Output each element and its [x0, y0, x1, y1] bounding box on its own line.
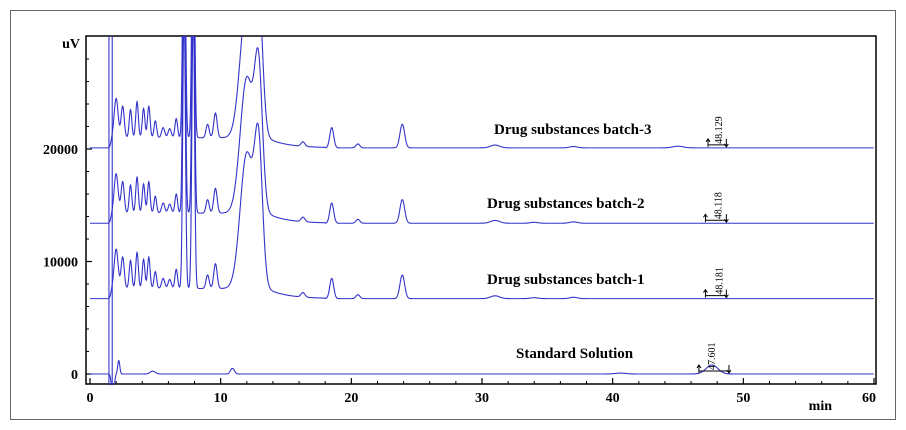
x-tick-label: 40	[606, 391, 620, 406]
integration-start-arrow	[696, 364, 702, 373]
series-label-text: Drug substances batch-1	[487, 272, 645, 288]
integration-start-arrow	[705, 137, 711, 147]
trace-line	[90, 359, 874, 384]
peak-retention-label: 47.601	[707, 343, 718, 371]
x-tick-label: 30	[475, 391, 489, 406]
x-tick-label: 10	[214, 391, 228, 406]
series-label-text: Drug substances batch-2	[487, 196, 645, 212]
series-label-text: Drug substances batch-3	[494, 122, 652, 138]
chart-frame	[10, 10, 896, 420]
x-axis-label: min	[809, 399, 833, 414]
integration-start-arrow	[703, 213, 708, 223]
integration-end-arrow	[723, 289, 729, 299]
y-tick-label: 20000	[43, 143, 78, 158]
x-tick-label: 20	[344, 391, 358, 406]
peak-retention-label: 48.118	[714, 192, 725, 219]
chromatogram-traces	[90, 36, 874, 386]
x-tick-label: 0	[87, 391, 94, 406]
y-axis-ticks: 0 10000 20000	[43, 58, 92, 383]
x-tick-label: 60	[862, 391, 876, 406]
y-tick-label: 10000	[43, 256, 78, 271]
trace-line	[90, 36, 874, 300]
x-axis-ticks: 0 10 20 30 40 50 60	[87, 378, 876, 406]
y-axis-label: uV	[62, 37, 80, 52]
peak-retention-label: 48.129	[714, 116, 725, 144]
series-labels: Standard Solution 47.601 Drug substances b…	[487, 116, 732, 374]
x-tick-label: 50	[736, 391, 750, 406]
integration-end-arrow	[726, 365, 732, 374]
trace-line	[90, 36, 874, 149]
integration-end-arrow	[723, 138, 729, 148]
peak-retention-label: 48.181	[715, 267, 726, 295]
series-label-text: Standard Solution	[516, 346, 634, 362]
trace-line	[90, 36, 874, 224]
integration-start-arrow	[703, 288, 708, 298]
integration-end-arrow	[723, 214, 729, 224]
plot-area	[85, 35, 877, 385]
y-tick-label: 0	[71, 368, 78, 383]
